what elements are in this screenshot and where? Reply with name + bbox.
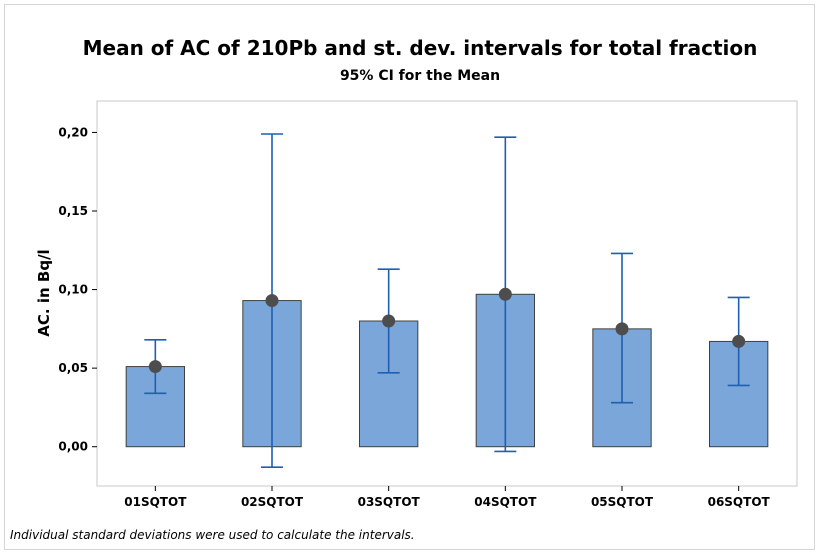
y-tick-label: 0,00	[58, 440, 88, 454]
chart-frame	[4, 4, 815, 550]
mean-point	[382, 314, 396, 328]
x-tick-label: 01SQTOT	[124, 495, 187, 509]
chart-subtitle: 95% CI for the Mean	[340, 68, 500, 84]
y-tick-label: 0,05	[58, 361, 88, 375]
mean-point	[498, 287, 512, 301]
footnote: Individual standard deviations were used…	[10, 528, 415, 542]
y-tick-label: 0,20	[58, 125, 88, 139]
x-tick-label: 02SQTOT	[241, 495, 304, 509]
x-tick-label: 03SQTOT	[358, 495, 421, 509]
x-tick-label: 06SQTOT	[708, 495, 771, 509]
mean-point	[148, 360, 162, 374]
y-tick-label: 0,15	[58, 204, 88, 218]
plot-area	[96, 100, 798, 487]
y-axis-label: AC. in Bq/l	[35, 249, 53, 336]
mean-point	[615, 322, 629, 336]
y-tick-label: 0,10	[58, 283, 88, 297]
chart-marks: 0,00 0,05 0,10 0,15 0,20 01SQTOT 02SQTOT 03SQTO…	[58, 125, 770, 509]
chart-title: Mean of AC of 210Pb and st. dev. interva…	[83, 36, 758, 60]
mean-point	[732, 334, 746, 348]
mean-point	[265, 294, 279, 308]
bar	[125, 366, 185, 448]
x-tick-label: 05SQTOT	[591, 495, 654, 509]
x-tick-label: 04SQTOT	[474, 495, 537, 509]
